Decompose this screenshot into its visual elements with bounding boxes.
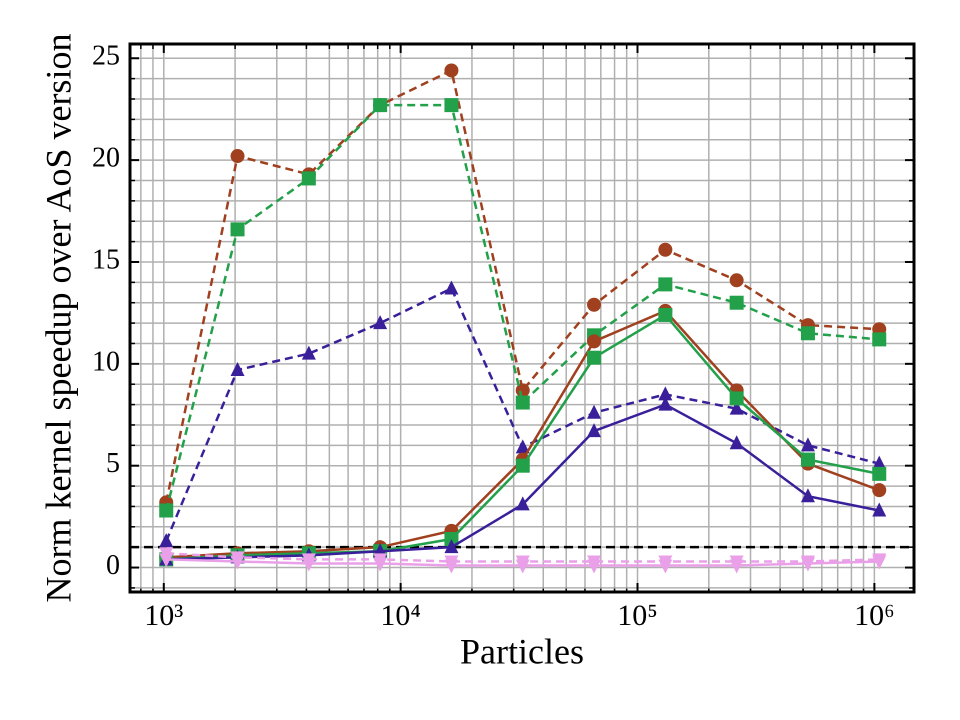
- marker: [587, 334, 602, 349]
- marker: [515, 383, 530, 398]
- x-tick-label: 10³: [144, 599, 183, 632]
- marker: [658, 307, 673, 322]
- marker: [729, 435, 744, 450]
- marker: [301, 171, 316, 186]
- series-line: [166, 313, 880, 561]
- marker: [373, 315, 388, 330]
- x-axis-label: Particles: [460, 631, 584, 671]
- marker: [658, 242, 673, 257]
- marker: [872, 555, 887, 570]
- y-axis-label: Norm kernel speedup over AoS version: [38, 34, 78, 603]
- marker: [872, 332, 887, 347]
- marker: [159, 533, 174, 548]
- marker: [587, 297, 602, 312]
- series-line: [166, 309, 880, 559]
- marker: [729, 295, 744, 310]
- marker: [800, 452, 815, 467]
- marker: [230, 361, 245, 376]
- marker: [729, 273, 744, 288]
- marker: [587, 559, 602, 574]
- marker: [658, 277, 673, 292]
- marker: [373, 557, 388, 572]
- y-tick-label: 15: [92, 244, 120, 275]
- marker: [444, 63, 459, 78]
- marker: [230, 149, 245, 164]
- marker: [230, 222, 245, 237]
- plot-frame: [128, 42, 916, 594]
- y-tick-label: 5: [106, 448, 120, 479]
- marker: [872, 483, 887, 498]
- marker: [872, 502, 887, 517]
- marker: [587, 423, 602, 438]
- marker: [444, 532, 459, 547]
- marker: [800, 326, 815, 341]
- marker: [729, 391, 744, 406]
- series-line: [165, 68, 880, 503]
- marker: [800, 557, 815, 572]
- marker: [444, 98, 459, 113]
- y-tick-label: 0: [106, 550, 120, 581]
- marker: [515, 439, 530, 454]
- marker: [373, 98, 388, 113]
- marker: [159, 553, 174, 568]
- marker: [444, 559, 459, 574]
- y-tick-label: 20: [92, 143, 120, 174]
- marker: [587, 404, 602, 419]
- marker: [729, 400, 744, 415]
- marker: [515, 559, 530, 574]
- marker: [159, 503, 174, 518]
- marker: [729, 559, 744, 574]
- marker: [658, 559, 673, 574]
- marker: [230, 555, 245, 570]
- marker: [301, 557, 316, 572]
- marker: [872, 455, 887, 470]
- x-tick-label: 10⁴: [380, 599, 420, 632]
- marker: [658, 386, 673, 401]
- marker: [872, 466, 887, 481]
- x-tick-label: 10⁵: [617, 599, 657, 632]
- marker: [515, 395, 530, 410]
- marker: [301, 345, 316, 360]
- marker: [800, 437, 815, 452]
- marker: [587, 350, 602, 365]
- y-tick-label: 25: [92, 41, 120, 72]
- marker: [444, 280, 459, 295]
- marker: [515, 458, 530, 473]
- marker: [515, 496, 530, 511]
- y-tick-label: 10: [92, 346, 120, 377]
- marker: [658, 396, 673, 411]
- marker: [800, 488, 815, 503]
- marker: [444, 539, 459, 554]
- x-tick-label: 10⁶: [854, 599, 894, 632]
